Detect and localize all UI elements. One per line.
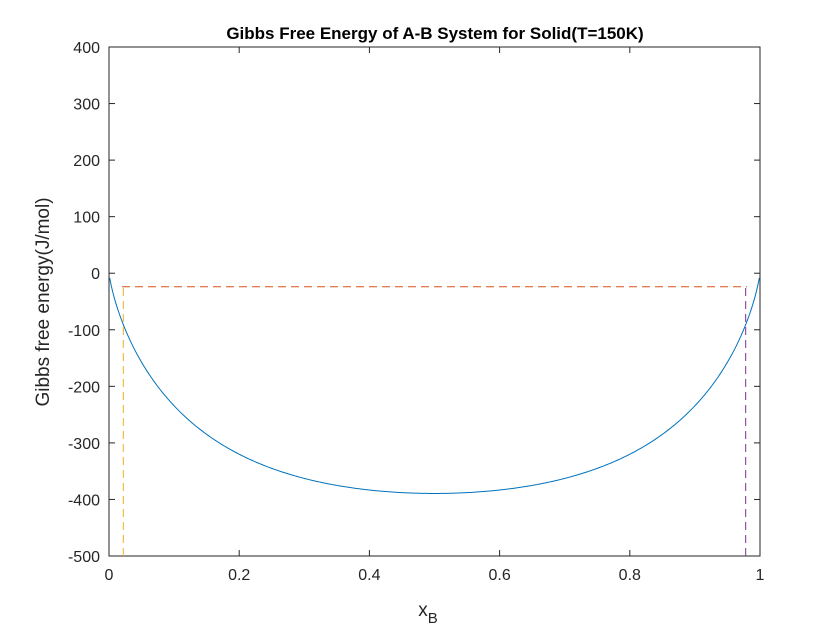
plot-frame <box>108 46 761 557</box>
series-g-x- <box>109 277 760 494</box>
x-tick-label: 0.4 <box>358 567 380 584</box>
x-axis-label: xB <box>418 600 438 627</box>
x-tick-label: 0 <box>105 567 114 584</box>
x-axis-label-subscript: B <box>428 610 438 627</box>
y-tick-label: 100 <box>73 210 100 227</box>
y-tick-label: -100 <box>68 323 100 340</box>
plot-area: 0 0.2 0.4 0.6 0.8 1 -500 -400 -300 -200 -100 0 100 20… <box>68 40 765 584</box>
y-tick-label: 0 <box>91 266 100 283</box>
y-tick-label: 200 <box>73 153 100 170</box>
x-tick-label: 0.6 <box>488 567 510 584</box>
y-axis-label: Gibbs free energy(J/mol) <box>33 197 54 406</box>
y-tick-label: 400 <box>73 40 100 57</box>
chart-title: Gibbs Free Energy of A-B System for Soli… <box>226 24 643 43</box>
x-tick-label: 1 <box>756 567 765 584</box>
y-tick-label: 300 <box>73 97 100 114</box>
y-tick-label: -200 <box>68 379 100 396</box>
x-axis-label-main: x <box>418 600 428 621</box>
x-tick-label: 0.2 <box>228 567 250 584</box>
y-tick-label: -500 <box>68 549 100 566</box>
x-tick-label: 0.8 <box>619 567 641 584</box>
y-tick-label: -300 <box>68 436 100 453</box>
y-tick-label: -400 <box>68 492 100 509</box>
